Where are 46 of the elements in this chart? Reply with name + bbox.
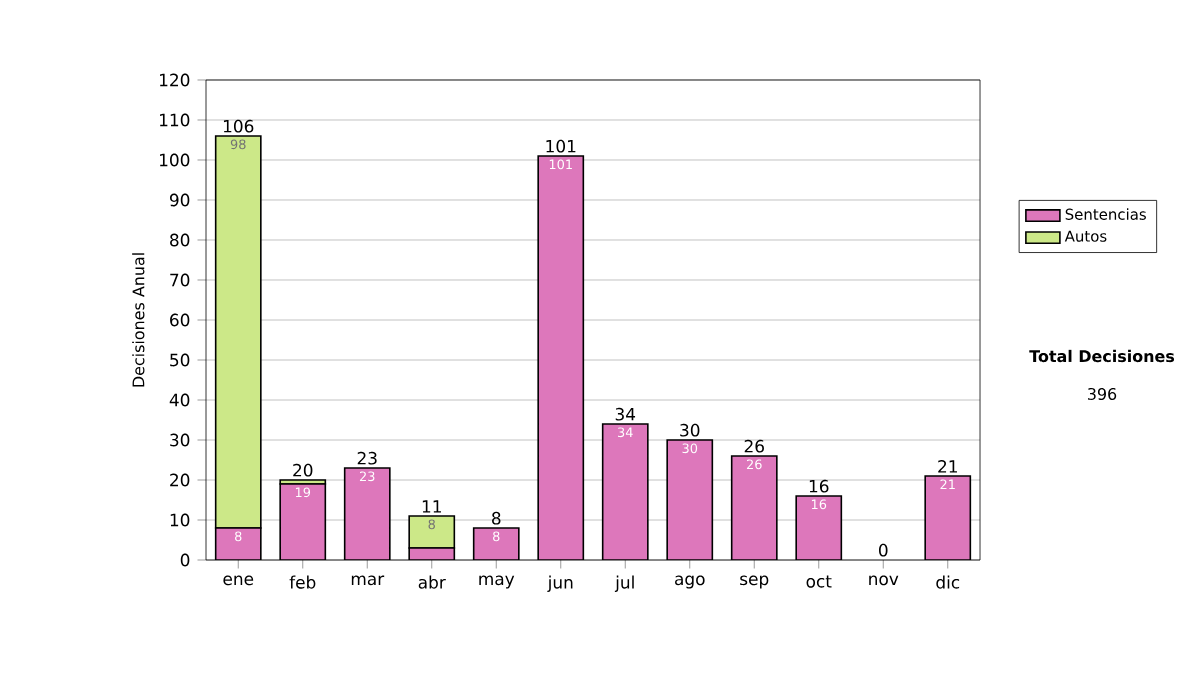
y-tick-label: 30 bbox=[170, 433, 190, 447]
y-tick-label: 100 bbox=[160, 153, 190, 167]
y-tick-label: 90 bbox=[169, 193, 190, 207]
total-label: 30 bbox=[680, 423, 700, 437]
x-tick-label: ene bbox=[223, 575, 254, 586]
bar bbox=[280, 484, 326, 560]
total-label: 0 bbox=[879, 543, 888, 557]
y-tick-label: 60 bbox=[170, 313, 190, 327]
x-tick-label: sep bbox=[740, 575, 769, 589]
y-tick-label: 110 bbox=[160, 113, 190, 127]
x-tick-label: mar bbox=[351, 575, 385, 586]
total-label: 101 bbox=[546, 139, 576, 153]
y-tick-label: 0 bbox=[180, 553, 190, 567]
y-tick-label: 70 bbox=[170, 273, 190, 287]
total-label: 11 bbox=[422, 500, 441, 513]
total-label: 26 bbox=[744, 439, 764, 453]
bar bbox=[408, 515, 456, 549]
y-tick-label: 80 bbox=[170, 233, 190, 247]
total-label: 23 bbox=[357, 451, 377, 465]
y-tick-label: 10 bbox=[170, 513, 190, 527]
bar bbox=[538, 155, 584, 560]
x-tick-label: feb bbox=[289, 575, 316, 589]
bar bbox=[667, 440, 713, 560]
y-tick-label: 50 bbox=[170, 353, 190, 367]
total-label: 106 bbox=[223, 119, 254, 133]
bar bbox=[924, 475, 972, 560]
x-tick-label: ago bbox=[675, 575, 705, 589]
x-tick-label: abr bbox=[418, 575, 446, 589]
bar bbox=[344, 468, 390, 560]
total-label: 20 bbox=[293, 463, 313, 477]
x-tick-label: oct bbox=[806, 575, 832, 588]
bar bbox=[731, 456, 777, 560]
x-tick-label: dic bbox=[936, 575, 960, 589]
x-tick-label: may bbox=[479, 575, 515, 589]
total-label: 21 bbox=[938, 460, 957, 473]
total-label: 16 bbox=[809, 479, 829, 493]
total-label: 8 bbox=[492, 511, 501, 525]
y-tick-label: 120 bbox=[160, 73, 190, 87]
total-label: 34 bbox=[615, 407, 636, 421]
x-tick-label: nov bbox=[869, 575, 899, 586]
bar bbox=[796, 496, 842, 560]
x-tick-label: jun bbox=[547, 575, 573, 592]
y-tick-label: 20 bbox=[170, 473, 190, 487]
x-tick-label: jul bbox=[614, 575, 634, 592]
y-tick-label: 40 bbox=[169, 393, 190, 407]
bar bbox=[602, 424, 648, 560]
